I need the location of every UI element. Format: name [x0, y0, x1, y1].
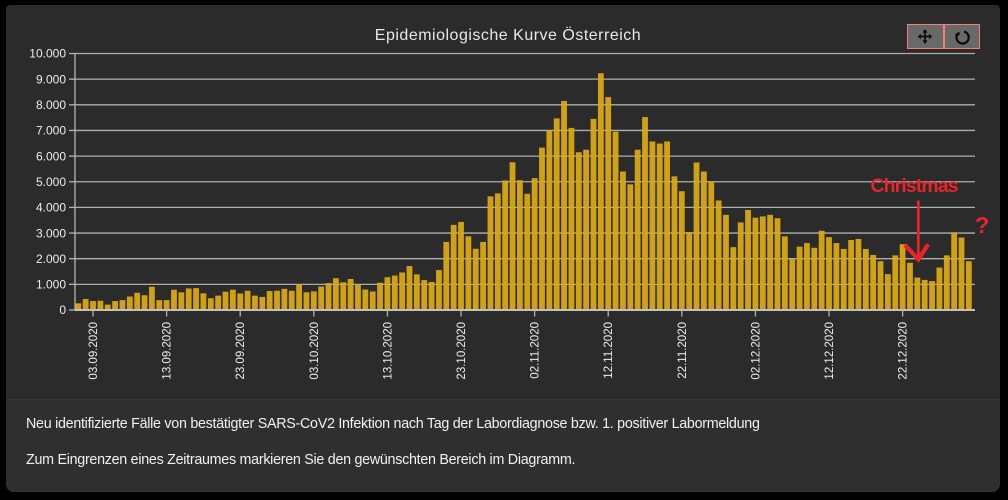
svg-text:03.10.2020: 03.10.2020: [309, 322, 321, 380]
svg-text:13.10.2020: 13.10.2020: [382, 322, 394, 380]
svg-text:0: 0: [59, 303, 66, 317]
svg-text:6.000: 6.000: [36, 149, 66, 163]
svg-text:8.000: 8.000: [36, 98, 66, 112]
svg-text:23.10.2020: 23.10.2020: [456, 322, 468, 380]
svg-text:10.000: 10.000: [29, 47, 66, 61]
svg-text:23.09.2020: 23.09.2020: [235, 322, 247, 380]
svg-text:03.09.2020: 03.09.2020: [88, 322, 100, 380]
svg-text:3.000: 3.000: [36, 226, 66, 240]
svg-text:4.000: 4.000: [36, 201, 66, 215]
svg-text:13.09.2020: 13.09.2020: [162, 322, 174, 380]
svg-text:12.11.2020: 12.11.2020: [603, 322, 615, 379]
svg-text:22.11.2020: 22.11.2020: [677, 322, 689, 379]
svg-text:12.12.2020: 12.12.2020: [824, 322, 836, 380]
svg-text:5.000: 5.000: [36, 175, 66, 189]
svg-text:02.11.2020: 02.11.2020: [530, 322, 542, 379]
svg-text:2.000: 2.000: [36, 252, 66, 266]
svg-text:9.000: 9.000: [36, 72, 66, 86]
svg-text:7.000: 7.000: [36, 124, 66, 138]
svg-text:1.000: 1.000: [36, 278, 66, 292]
svg-text:22.12.2020: 22.12.2020: [898, 322, 910, 380]
svg-text:02.12.2020: 02.12.2020: [750, 322, 762, 380]
